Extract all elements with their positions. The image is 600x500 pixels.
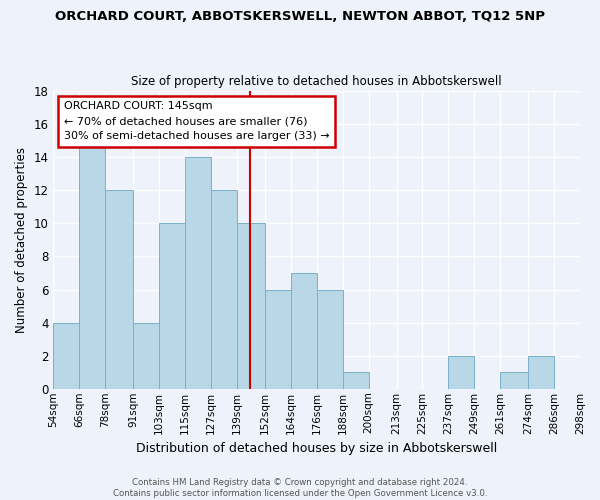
Bar [237,224,265,389]
Text: ORCHARD COURT: 145sqm
← 70% of detached houses are smaller (76)
30% of semi-deta: ORCHARD COURT: 145sqm ← 70% of detached … [64,102,329,141]
Bar [343,372,368,389]
Title: Size of property relative to detached houses in Abbotskerswell: Size of property relative to detached ho… [131,76,502,88]
Bar [317,290,343,389]
Text: Contains HM Land Registry data © Crown copyright and database right 2024.
Contai: Contains HM Land Registry data © Crown c… [113,478,487,498]
Bar [528,356,554,389]
Y-axis label: Number of detached properties: Number of detached properties [15,147,28,333]
Text: ORCHARD COURT, ABBOTSKERSWELL, NEWTON ABBOT, TQ12 5NP: ORCHARD COURT, ABBOTSKERSWELL, NEWTON AB… [55,10,545,23]
Bar [159,224,185,389]
Bar [291,273,317,389]
Bar [79,140,105,389]
Bar [211,190,237,389]
Bar [53,322,79,389]
Bar [500,372,528,389]
Bar [133,322,159,389]
Bar [105,190,133,389]
X-axis label: Distribution of detached houses by size in Abbotskerswell: Distribution of detached houses by size … [136,442,497,455]
Bar [448,356,474,389]
Bar [265,290,291,389]
Bar [185,157,211,389]
